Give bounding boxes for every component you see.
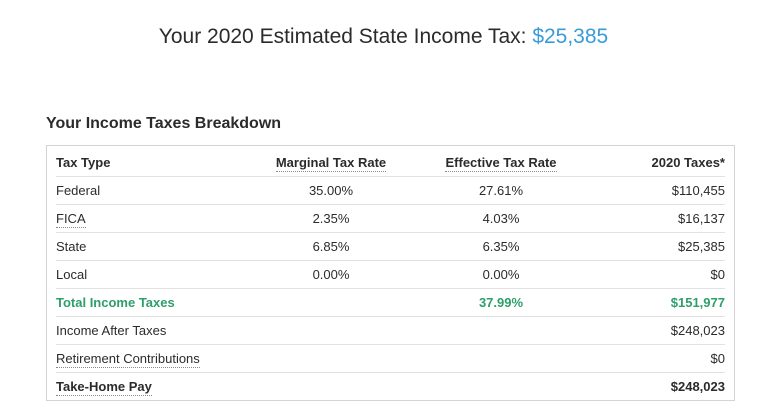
row-fica-type[interactable]: FICA <box>56 204 236 233</box>
header-effective-rate[interactable]: Effective Tax Rate <box>426 149 576 177</box>
row-after-taxes-type: Income After Taxes <box>56 316 236 345</box>
row-federal-effective: 27.61% <box>426 176 576 205</box>
row-total-type: Total Income Taxes <box>56 288 236 317</box>
row-after-taxes-taxes: $248,023 <box>576 316 725 345</box>
row-total-effective: 37.99% <box>426 288 576 317</box>
page-headline: Your 2020 Estimated State Income Tax: $2… <box>0 25 767 49</box>
header-2020-taxes: 2020 Taxes* <box>576 149 725 177</box>
row-federal-marginal: 35.00% <box>236 176 426 205</box>
header-marginal-rate-label[interactable]: Marginal Tax Rate <box>275 155 387 172</box>
table-row-retirement-contributions: Retirement Contributions $0 <box>56 344 725 373</box>
row-local-taxes: $0 <box>576 260 725 289</box>
breakdown-title: Your Income Taxes Breakdown <box>46 115 282 132</box>
row-fica-marginal: 2.35% <box>236 204 426 233</box>
table-row-take-home-pay: Take-Home Pay $248,023 <box>56 373 725 401</box>
row-state-effective: 6.35% <box>426 232 576 261</box>
table-row-income-after-taxes: Income After Taxes $248,023 <box>56 316 725 345</box>
row-take-home-taxes: $248,023 <box>670 379 725 394</box>
row-local-type: Local <box>56 260 236 289</box>
row-after-taxes-marginal <box>236 316 426 345</box>
row-fica-effective: 4.03% <box>426 204 576 233</box>
table-row-state: State 6.85% 6.35% $25,385 <box>56 232 725 261</box>
row-take-home-type[interactable]: Take-Home Pay <box>56 373 236 401</box>
row-retirement-effective <box>426 344 576 373</box>
row-state-type: State <box>56 232 236 261</box>
row-retirement-taxes: $0 <box>576 344 725 373</box>
header-tax-type: Tax Type <box>56 149 236 177</box>
header-effective-rate-label[interactable]: Effective Tax Rate <box>445 155 557 172</box>
row-fica-taxes: $16,137 <box>576 204 725 233</box>
row-local-effective: 0.00% <box>426 260 576 289</box>
row-retirement-marginal <box>236 344 426 373</box>
table-row-local: Local 0.00% 0.00% $0 <box>56 260 725 289</box>
headline-text: Your 2020 Estimated State Income Tax: <box>158 25 533 48</box>
header-marginal-rate[interactable]: Marginal Tax Rate <box>236 149 426 177</box>
row-federal-type: Federal <box>56 176 236 205</box>
row-state-taxes: $25,385 <box>576 232 725 261</box>
row-state-marginal: 6.85% <box>236 232 426 261</box>
table-row-total-income-taxes: Total Income Taxes 37.99% $151,977 <box>56 288 725 317</box>
table-row-fica: FICA 2.35% 4.03% $16,137 <box>56 204 725 233</box>
row-fica-type-label[interactable]: FICA <box>56 211 86 228</box>
row-local-marginal: 0.00% <box>236 260 426 289</box>
row-retirement-type-label[interactable]: Retirement Contributions <box>56 351 200 368</box>
table-row-federal: Federal 35.00% 27.61% $110,455 <box>56 176 725 205</box>
headline-amount: $25,385 <box>532 25 609 48</box>
table-header-row: Tax Type Marginal Tax Rate Effective Tax… <box>56 149 725 177</box>
breakdown-table: Tax Type Marginal Tax Rate Effective Tax… <box>56 149 725 400</box>
row-after-taxes-effective <box>426 316 576 345</box>
row-total-marginal <box>236 288 426 317</box>
breakdown-table-card: Tax Type Marginal Tax Rate Effective Tax… <box>46 145 735 401</box>
row-retirement-type[interactable]: Retirement Contributions <box>56 344 236 373</box>
row-take-home-marginal <box>236 373 426 401</box>
row-total-taxes: $151,977 <box>576 288 725 317</box>
row-take-home-type-label[interactable]: Take-Home Pay <box>56 379 152 396</box>
row-take-home-effective <box>426 373 576 401</box>
row-federal-taxes: $110,455 <box>576 176 725 205</box>
